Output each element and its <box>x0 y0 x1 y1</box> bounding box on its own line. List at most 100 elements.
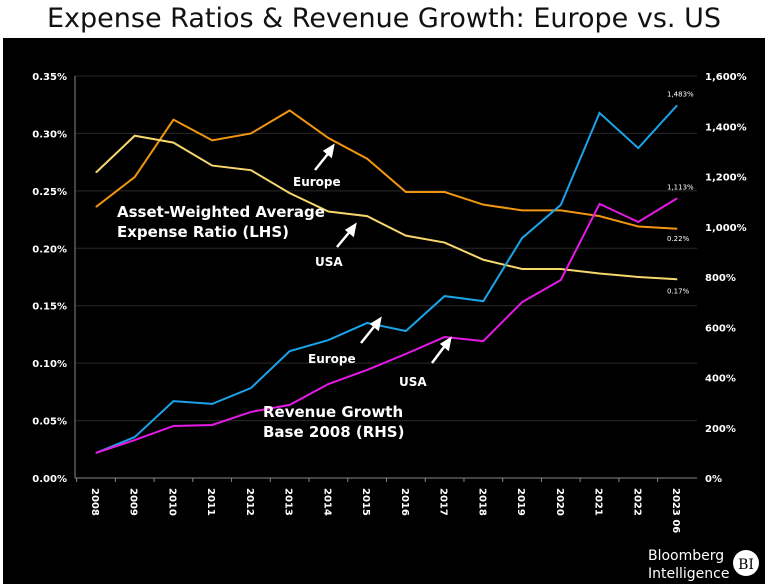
data-point <box>211 139 213 141</box>
right-tick-label: 1,600% <box>705 72 747 83</box>
data-point <box>482 300 484 302</box>
annotation-usa-revenue: USA <box>399 375 427 389</box>
data-point <box>134 439 136 441</box>
data-point <box>211 403 213 405</box>
data-point <box>444 242 446 244</box>
data-point <box>637 147 639 149</box>
data-point <box>560 204 562 206</box>
data-point <box>95 452 97 454</box>
data-point <box>637 221 639 223</box>
logo-badge <box>733 550 759 576</box>
right-tick-label: 1,200% <box>705 173 747 184</box>
data-point <box>172 142 174 144</box>
data-point <box>366 158 368 160</box>
x-tick-label: 2019 <box>515 488 526 516</box>
data-point <box>95 171 97 173</box>
right-tick-label: 600% <box>705 323 736 334</box>
data-point <box>327 137 329 139</box>
data-point <box>521 301 523 303</box>
x-tick-label: 2009 <box>128 488 139 516</box>
data-point <box>637 225 639 227</box>
data-point <box>560 279 562 281</box>
series-line-left-usa <box>95 134 678 281</box>
data-point <box>405 235 407 237</box>
data-point <box>599 203 601 205</box>
left-tick-label: 0.00% <box>32 474 67 485</box>
data-point <box>676 278 678 280</box>
end-data-label: 0.17% <box>667 287 690 295</box>
data-point <box>250 132 252 134</box>
data-point <box>172 119 174 121</box>
data-point <box>599 112 601 114</box>
data-point <box>637 276 639 278</box>
data-point <box>676 104 678 106</box>
x-tick-label: 2013 <box>283 488 294 516</box>
left-tick-label: 0.30% <box>32 129 67 140</box>
right-tick-label: 1,000% <box>705 223 747 234</box>
logo-intelligence: Intelligence <box>648 566 729 582</box>
data-point <box>327 339 329 341</box>
expense-label-2: Expense Ratio (LHS) <box>117 223 289 241</box>
data-point <box>560 268 562 270</box>
data-point <box>444 336 446 338</box>
revenue-label-2: Base 2008 (RHS) <box>263 423 404 441</box>
left-tick-label: 0.05% <box>32 417 67 428</box>
annotation-arrows <box>314 143 452 364</box>
chart-panel <box>3 38 765 584</box>
data-point <box>482 259 484 261</box>
x-tick-label: 2018 <box>476 488 487 516</box>
x-tick-label: 2008 <box>89 488 100 516</box>
data-point <box>405 191 407 193</box>
chart-title: Expense Ratios & Revenue Growth: Europe … <box>47 3 721 34</box>
data-point <box>405 330 407 332</box>
data-point <box>134 436 136 438</box>
logo-badge-text: BI <box>738 557 754 573</box>
left-tick-label: 0.20% <box>32 244 67 255</box>
series-line-left-europe <box>95 109 678 230</box>
data-point <box>405 353 407 355</box>
x-tick-label: 2011 <box>205 488 216 516</box>
data-point <box>211 424 213 426</box>
end-data-label: 0.22% <box>667 235 690 243</box>
series-line-right-europe <box>95 104 678 454</box>
data-point <box>327 383 329 385</box>
data-point <box>482 204 484 206</box>
x-tick-label: 2016 <box>399 488 410 516</box>
data-point <box>366 369 368 371</box>
left-tick-label: 0.15% <box>32 302 67 313</box>
x-tick-label: 2020 <box>554 488 565 516</box>
x-tick-label: 2015 <box>360 488 371 516</box>
revenue-label-1: Revenue Growth <box>263 403 403 421</box>
annotation-europe-revenue: Europe <box>308 352 356 366</box>
end-data-label: 1,483% <box>667 90 694 98</box>
data-point <box>521 237 523 239</box>
annotation-europe-expense: Europe <box>293 175 341 189</box>
right-tick-label: 400% <box>705 374 736 385</box>
data-point <box>521 268 523 270</box>
data-point <box>134 135 136 137</box>
x-tick-label: 2014 <box>321 488 332 516</box>
data-point <box>599 273 601 275</box>
data-point <box>250 387 252 389</box>
x-tick-label: 2021 <box>593 488 604 516</box>
annotation-usa-expense: USA <box>315 255 343 269</box>
data-point <box>366 322 368 324</box>
expense-label-1: Asset-Weighted Average <box>117 203 325 221</box>
left-tick-label: 0.35% <box>32 72 67 83</box>
right-tick-label: 0% <box>705 474 722 485</box>
data-point <box>289 404 291 406</box>
end-data-label: 1,113% <box>667 183 694 191</box>
data-point <box>327 211 329 213</box>
data-point <box>134 176 136 178</box>
left-tick-label: 0.10% <box>32 359 67 370</box>
data-point <box>289 350 291 352</box>
data-point <box>95 206 97 208</box>
data-point <box>289 192 291 194</box>
left-tick-label: 0.25% <box>32 187 67 198</box>
data-point <box>172 400 174 402</box>
x-tick-label: 2023 06 <box>670 488 681 533</box>
data-point <box>599 215 601 217</box>
right-tick-label: 800% <box>705 273 736 284</box>
right-tick-label: 200% <box>705 424 736 435</box>
